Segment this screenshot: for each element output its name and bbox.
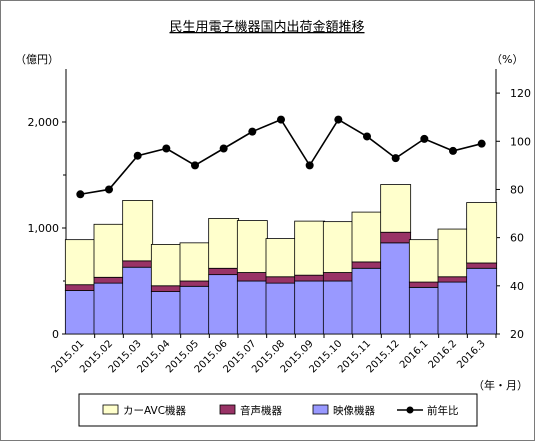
line-point-3-0 [76, 190, 85, 199]
x-tick-label: 2016.2 [427, 338, 460, 371]
bar-1-13 [437, 276, 469, 283]
bar-0-1 [93, 282, 125, 335]
bar-1-4 [179, 280, 211, 287]
bar-2-9 [322, 221, 354, 273]
line-point-3-1 [105, 185, 113, 194]
line-point-3-3 [162, 144, 171, 153]
y-left-unit-label: （億円） [15, 53, 59, 66]
y-right-tick-label: 20 [510, 328, 524, 341]
legend-label: カーAVC機器 [123, 404, 187, 417]
bar-0-5 [208, 274, 240, 335]
line-point-3-9 [334, 115, 343, 124]
chart-title: 民生用電子機器国内出荷金額推移 [169, 19, 364, 35]
legend-marker [406, 406, 414, 414]
bar-0-4 [179, 285, 211, 335]
line-point-3-7 [277, 115, 285, 124]
line-point-3-12 [420, 134, 429, 143]
x-unit-label: （年・月） [473, 378, 528, 392]
legend-label: 映像機器 [333, 404, 375, 417]
legend: カーAVC機器 音声機器 映像機器 前年比 [78, 393, 478, 427]
bar-1-0 [64, 284, 96, 291]
bar-2-0 [64, 239, 96, 286]
bar-0-9 [322, 280, 354, 335]
bar-0-3 [150, 291, 182, 335]
bar-1-1 [93, 276, 125, 284]
legend-swatch [312, 404, 329, 415]
bar-0-2 [122, 266, 154, 335]
y-right-tick-label: 80 [510, 183, 524, 196]
bar-2-6 [236, 220, 268, 273]
x-tick-label: 2016.3 [455, 338, 488, 371]
bar-1-2 [122, 260, 154, 268]
bar-0-0 [64, 290, 96, 335]
bar-0-10 [351, 267, 383, 335]
bar-1-9 [322, 272, 354, 282]
y-right-tick-label: 60 [510, 232, 524, 245]
bar-2-10 [351, 211, 383, 263]
bar-2-3 [150, 244, 182, 287]
line-point-3-5 [219, 144, 228, 153]
bar-0-8 [294, 280, 326, 335]
bar-1-8 [294, 274, 326, 282]
bar-0-12 [408, 286, 440, 335]
legend-swatch [102, 404, 119, 415]
y-right-unit-label: （%） [491, 53, 523, 66]
x-tick-label: 2016.1 [398, 338, 431, 371]
legend-label: 音声機器 [240, 404, 282, 417]
bar-2-11 [380, 184, 412, 233]
bar-1-6 [236, 272, 268, 282]
bar-0-11 [380, 242, 412, 335]
line-point-3-6 [248, 127, 257, 136]
y-right-tick-label: 100 [510, 135, 531, 148]
line-point-3-14 [477, 139, 486, 148]
bar-2-12 [408, 239, 440, 283]
plot-area: 01,0002,000204060801001202015.012015.022… [28, 69, 531, 375]
y-left-tick-label: 2,000 [28, 116, 60, 129]
bar-1-11 [380, 231, 412, 244]
bar-1-12 [408, 281, 440, 288]
bar-2-1 [93, 223, 125, 278]
line-point-3-2 [133, 151, 142, 160]
y-right-tick-label: 120 [510, 87, 531, 100]
legend-label: 前年比 [427, 404, 459, 417]
line-point-3-4 [191, 161, 199, 170]
bar-0-7 [265, 282, 297, 335]
bar-1-3 [150, 285, 182, 292]
line-point-3-8 [305, 161, 314, 170]
y-right-tick-label: 40 [510, 280, 524, 293]
y-left-tick-label: 0 [52, 328, 59, 341]
bar-1-14 [466, 262, 498, 269]
bar-0-14 [466, 267, 498, 335]
bar-2-4 [179, 242, 211, 282]
legend-swatch [219, 404, 236, 415]
line-point-3-10 [363, 132, 371, 141]
bar-2-2 [122, 200, 154, 262]
bar-2-14 [466, 202, 498, 264]
bar-1-5 [208, 267, 240, 276]
line-point-3-11 [391, 154, 400, 163]
bar-2-7 [265, 238, 297, 278]
bar-1-7 [265, 276, 297, 284]
bar-1-10 [351, 261, 383, 269]
bar-2-8 [294, 220, 326, 276]
bar-2-13 [437, 228, 469, 278]
bar-2-5 [208, 218, 240, 269]
bar-0-6 [236, 280, 268, 335]
y-left-tick-label: 1,000 [28, 222, 60, 235]
bar-0-13 [437, 281, 469, 335]
line-point-3-13 [449, 146, 457, 155]
